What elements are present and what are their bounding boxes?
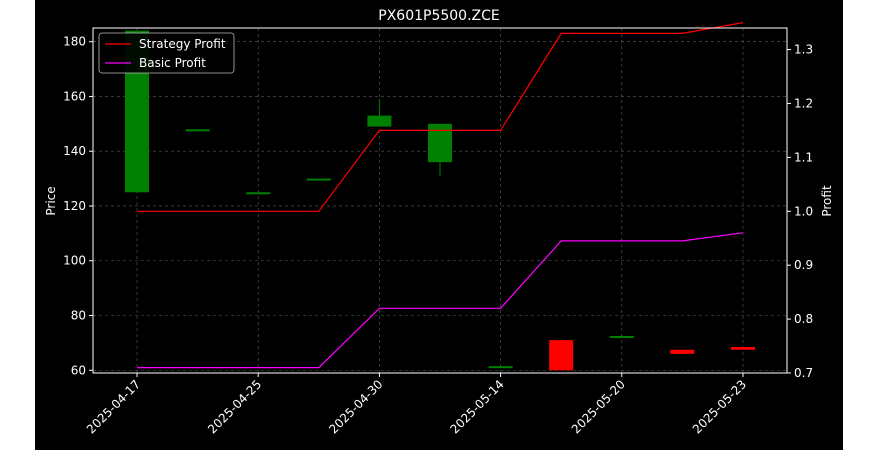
right-axis: 0.7 0.8 0.9 1.0 1.1 1.2 1.3 — [787, 43, 813, 380]
candle-body — [549, 340, 574, 371]
right-tick-label: 1.3 — [794, 43, 813, 57]
right-tick-label: 0.9 — [794, 258, 813, 272]
candle-body — [306, 178, 331, 181]
grid-layer — [93, 28, 787, 373]
left-tick-label: 180 — [63, 35, 86, 49]
candle-body — [185, 129, 210, 132]
plot-frame — [92, 27, 788, 374]
right-tick-label: 1.1 — [794, 150, 813, 164]
candle-body — [731, 346, 755, 350]
candle-body — [609, 336, 634, 339]
left-tick-label: 120 — [63, 199, 86, 213]
right-tick-label: 0.7 — [794, 366, 813, 380]
chart-title: PX601P5500.ZCE — [378, 8, 500, 24]
left-tick-label: 140 — [63, 144, 86, 158]
candle-body — [246, 192, 271, 195]
candle-body — [670, 349, 695, 354]
left-tick-label: 80 — [71, 309, 86, 323]
right-tick-label: 0.8 — [794, 312, 813, 326]
figure-background — [35, 0, 843, 450]
legend: Strategy Profit Basic Profit — [98, 32, 235, 74]
basic-profit-line — [137, 232, 744, 369]
candle-body — [488, 366, 513, 369]
y-axis-label-left: Price — [44, 186, 58, 215]
right-tick-label: 1.0 — [794, 204, 813, 218]
legend-box — [98, 32, 235, 74]
left-tick-label: 60 — [71, 363, 86, 377]
legend-label: Basic Profit — [139, 56, 206, 70]
left-tick-label: 100 — [63, 254, 86, 268]
candle-body — [428, 123, 452, 163]
strategy-profit-line — [137, 22, 744, 212]
left-tick-label: 160 — [63, 89, 86, 103]
right-tick-label: 1.2 — [794, 96, 813, 110]
legend-label: Strategy Profit — [139, 37, 226, 51]
left-axis: 60 80 100 120 140 160 180 — [63, 35, 93, 377]
y-axis-label-right: Profit — [820, 185, 834, 217]
line-layer — [137, 22, 744, 369]
candle-body — [367, 115, 392, 127]
